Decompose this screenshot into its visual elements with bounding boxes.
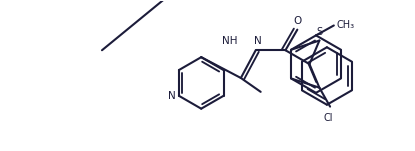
Text: Cl: Cl [323, 113, 333, 123]
Text: S: S [316, 27, 322, 37]
Text: CH₃: CH₃ [337, 21, 355, 31]
Text: N: N [168, 91, 176, 101]
Text: O: O [293, 16, 301, 26]
Text: N: N [254, 36, 261, 46]
Text: NH: NH [222, 36, 238, 46]
